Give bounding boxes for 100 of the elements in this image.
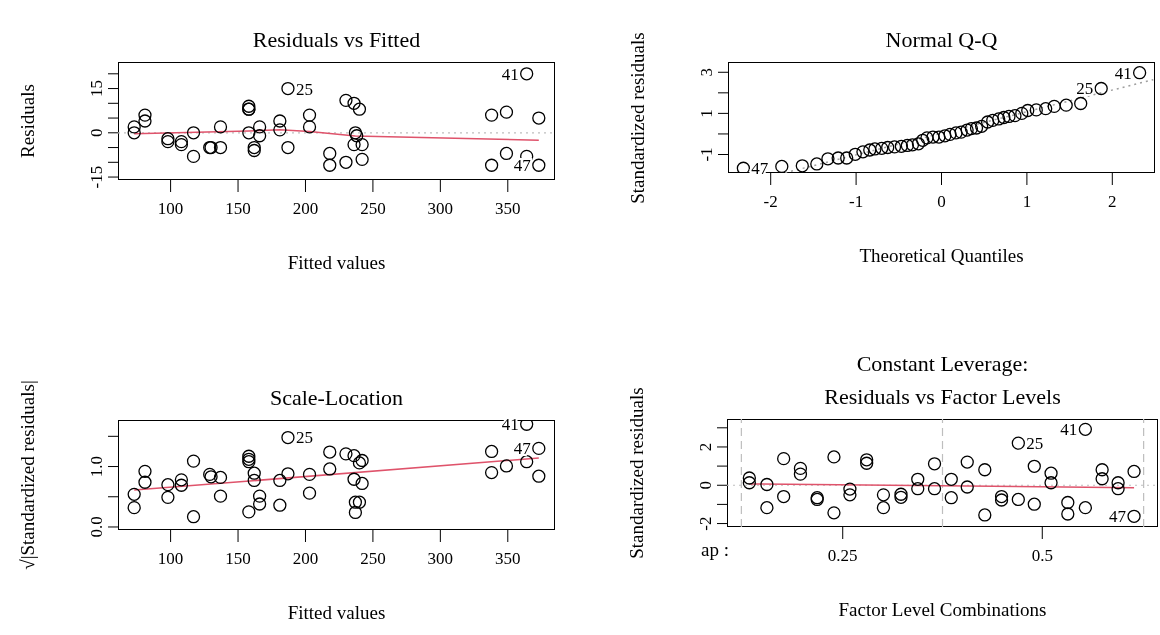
point (960, 480, 974, 494)
point (347, 96, 361, 110)
point (911, 137, 926, 151)
point (894, 139, 909, 153)
y-tick-label: 3 (697, 68, 716, 77)
point (1111, 482, 1125, 496)
annotation: 25 (1076, 79, 1094, 99)
point (742, 471, 756, 485)
point (1074, 96, 1088, 111)
y-tick-label: 0 (87, 128, 106, 138)
point (347, 449, 361, 463)
point (905, 138, 920, 152)
point (1095, 472, 1109, 486)
annotation: 47 (513, 439, 532, 459)
annotation: 41 (1114, 63, 1132, 83)
point (911, 472, 925, 486)
point (1021, 103, 1035, 118)
point (174, 478, 189, 492)
x-tick-label: 150 (225, 549, 251, 568)
point (499, 146, 514, 161)
x-tick-label: 100 (157, 199, 184, 218)
point (323, 445, 337, 459)
point (920, 131, 934, 145)
point (986, 113, 1000, 128)
point (793, 467, 808, 481)
chart-title: Residuals vs Fitted (251, 26, 422, 54)
y-tick-label: -2 (696, 516, 715, 531)
point (840, 151, 854, 165)
point (1011, 492, 1025, 507)
point (926, 130, 940, 144)
x-tick-label: 250 (360, 199, 386, 218)
point (186, 454, 201, 468)
x-tick-label: 300 (427, 549, 454, 568)
point (831, 151, 845, 165)
x-axis-title: Factor Level Combinations (837, 599, 1048, 621)
point (843, 488, 857, 502)
point (1002, 109, 1016, 124)
point (1027, 459, 1041, 473)
point (281, 430, 295, 445)
point (916, 133, 930, 147)
point (887, 140, 902, 154)
annotation: 25 (1026, 434, 1044, 454)
x-tick-label: 100 (157, 549, 184, 568)
point (795, 159, 809, 173)
point (777, 451, 791, 466)
point (273, 114, 287, 128)
point (302, 120, 317, 134)
y-tick-label: 0.0 (87, 516, 106, 538)
point (760, 477, 774, 492)
y-axis-title: Standardized residuals (626, 386, 648, 561)
point (281, 81, 295, 96)
point (964, 121, 979, 136)
y-tick-label: 15 (87, 80, 106, 98)
x-tick-label: 200 (292, 199, 319, 218)
point (960, 455, 974, 469)
x-tick-label: 200 (292, 549, 319, 568)
point (1127, 509, 1141, 523)
point (932, 130, 946, 144)
point (484, 108, 499, 122)
point (742, 476, 756, 490)
x-tick-label: 1 (1022, 192, 1032, 211)
x-tick-label: -2 (763, 192, 778, 211)
point (1029, 103, 1043, 117)
point (161, 490, 175, 505)
x-tick-label: 0.5 (1031, 546, 1053, 565)
annotation: 47 (1109, 507, 1127, 527)
point (1008, 109, 1022, 123)
point (974, 119, 989, 133)
point (252, 129, 267, 143)
x-tick-label: 350 (495, 549, 521, 568)
point (213, 470, 228, 485)
point (355, 137, 369, 152)
x-axis-title: Fitted values (286, 252, 387, 274)
point (161, 478, 175, 492)
point (978, 463, 992, 477)
point (127, 500, 141, 515)
annotation: 41 (501, 64, 519, 84)
point (1059, 98, 1073, 112)
y-tick-label: 1 (697, 109, 716, 118)
point (1061, 495, 1075, 510)
point (138, 464, 152, 479)
point (347, 137, 361, 152)
point (900, 138, 914, 153)
point (1111, 476, 1125, 490)
x-axis-title: Fitted values (286, 602, 387, 624)
point (281, 467, 295, 481)
point (1015, 106, 1029, 121)
point (1132, 66, 1147, 80)
chart-title: Constant Leverage: Residuals vs Factor Levels (823, 350, 1062, 411)
point (213, 140, 228, 155)
x-tick-label: 300 (427, 199, 454, 218)
point (138, 108, 152, 122)
point (827, 506, 841, 520)
point (954, 125, 968, 139)
point (348, 505, 363, 520)
point (843, 482, 857, 496)
point (532, 111, 546, 125)
point (339, 447, 353, 461)
point (969, 121, 984, 135)
point (793, 461, 808, 476)
